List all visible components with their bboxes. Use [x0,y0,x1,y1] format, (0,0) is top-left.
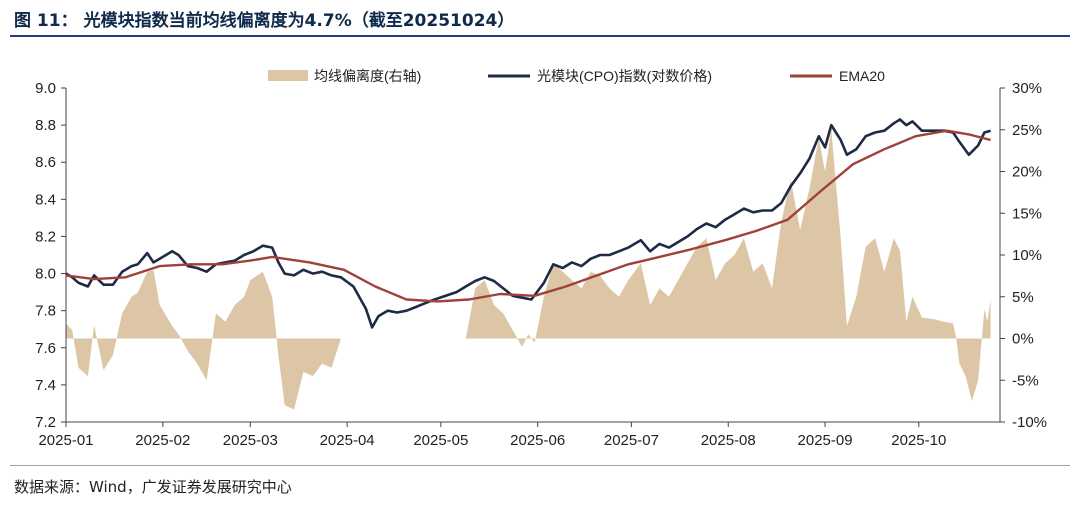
left-tick-label: 8.2 [35,228,56,245]
x-tick-label: 2025-07 [604,432,659,449]
x-tick-label: 2025-02 [135,432,190,449]
x-tick-label: 2025-05 [413,432,468,449]
left-tick-label: 9.0 [35,80,56,97]
x-tick-label: 2025-04 [320,432,375,449]
figure-label: 图 11： [14,11,78,31]
left-tick-label: 7.6 [35,340,56,357]
deviation-area [66,129,991,410]
legend-area-label: 均线偏离度(右轴) [314,68,421,84]
left-tick-label: 7.8 [35,303,56,320]
deviation-chart: 7.2 7.4 7.6 7.8 8.0 8.2 8.4 8.6 8.8 9.0 -10% -5% 0% 5… [35,68,1047,449]
legend-area-swatch [268,70,308,81]
left-tick-label: 8.0 [35,266,56,283]
title-rule [10,35,1070,37]
right-tick-label: 0% [1012,331,1034,348]
source-rule [10,465,1070,466]
figure-caption: 光模块指数当前均线偏离度为4.7%（截至20251024） [83,11,515,31]
data-source: 数据来源：Wind，广发证券发展研究中心 [14,478,292,496]
x-tick-label: 2025-01 [38,432,93,449]
figure-title: 图 11： 光模块指数当前均线偏离度为4.7%（截至20251024） [14,6,520,31]
x-tick-label: 2025-03 [223,432,278,449]
right-tick-label: 20% [1012,164,1042,181]
legend-index-label: 光模块(CPO)指数(对数价格) [537,68,712,84]
x-tick-label: 2025-08 [701,432,756,449]
right-tick-label: 10% [1012,247,1042,264]
right-tick-label: 30% [1012,80,1042,97]
left-tick-label: 7.4 [35,377,56,394]
x-tick-label: 2025-10 [891,432,946,449]
ema20-line [65,129,991,303]
right-tick-label: -5% [1012,372,1039,389]
left-tick-label: 8.6 [35,154,56,171]
right-tick-label: 25% [1012,122,1042,139]
right-tick-label: -10% [1012,414,1047,431]
index-price-line [65,118,991,329]
left-tick-label: 8.8 [35,117,56,134]
left-tick-label: 8.4 [35,191,56,208]
left-tick-label: 7.2 [35,414,56,431]
x-tick-label: 2025-06 [510,432,565,449]
right-tick-label: 15% [1012,205,1042,222]
right-tick-label: 5% [1012,289,1034,306]
x-tick-label: 2025-09 [798,432,853,449]
legend-ema-label: EMA20 [839,68,885,84]
